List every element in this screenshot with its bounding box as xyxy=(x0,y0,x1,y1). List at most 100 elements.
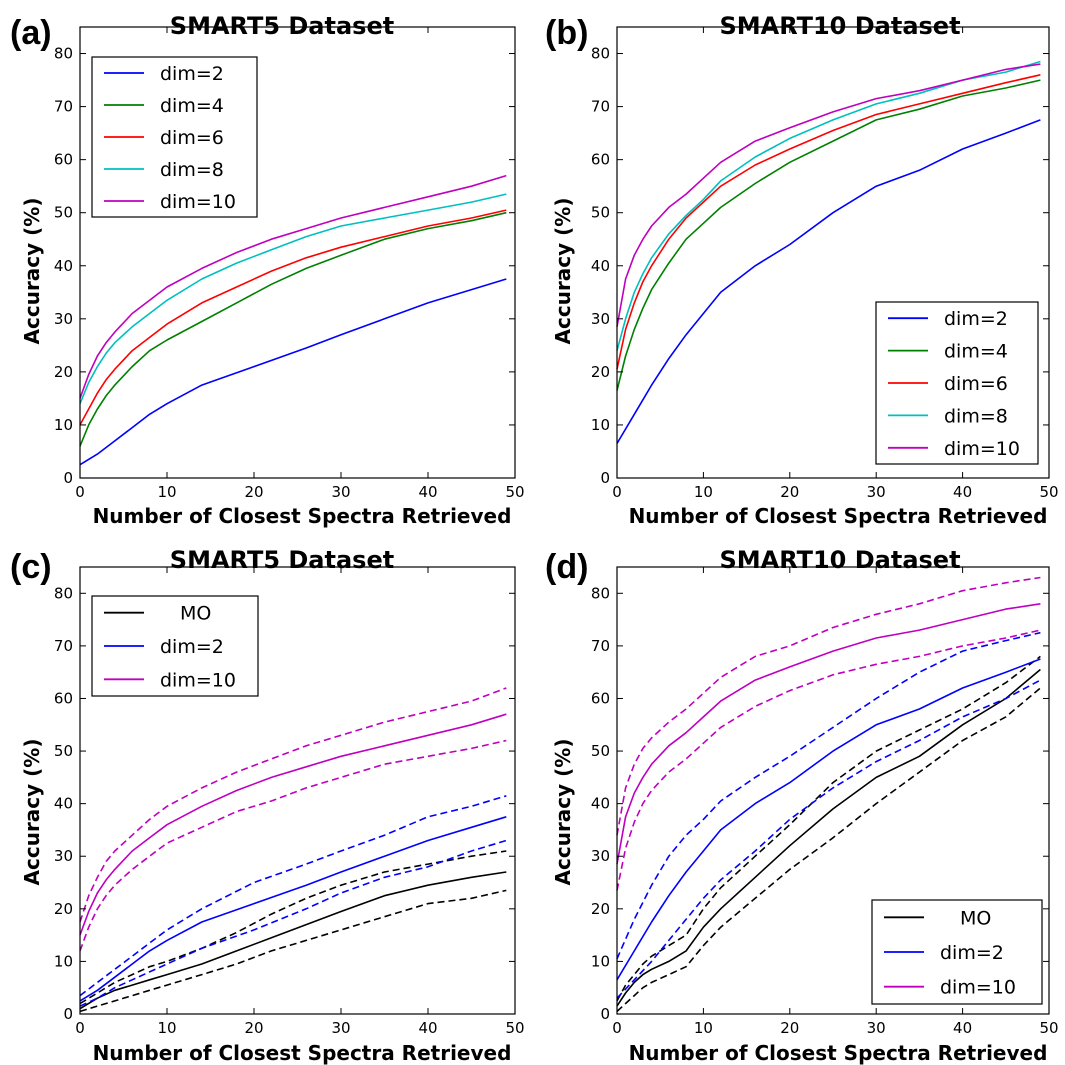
series-line-d-bound-4-dashed-4 xyxy=(616,679,1041,999)
series-line-d-dim-10 xyxy=(616,603,1041,865)
y-tick-label-a-70: 70 xyxy=(54,98,73,116)
panel-letter-b: (b) xyxy=(545,14,588,52)
x-axis-label-d: Number of Closest Spectra Retrieved xyxy=(629,1041,1048,1065)
x-tick-label-a-20: 20 xyxy=(244,483,263,501)
y-axis-label-b: Accuracy (%) xyxy=(551,198,575,345)
y-tick-label-b-40: 40 xyxy=(591,257,610,275)
series-line-d-dim-2 xyxy=(616,658,1041,981)
y-tick-label-b-60: 60 xyxy=(591,151,610,169)
y-tick-label-d-50: 50 xyxy=(591,742,610,760)
series-line-c-bound-4-dashed-4 xyxy=(79,839,507,1007)
x-axis-label-b: Number of Closest Spectra Retrieved xyxy=(629,504,1048,528)
x-tick-label-d-0: 0 xyxy=(612,1019,622,1037)
y-axis-label-c: Accuracy (%) xyxy=(20,739,44,886)
y-tick-label-d-30: 30 xyxy=(591,847,610,865)
x-tick-label-d-10: 10 xyxy=(694,1019,713,1037)
plot-frame-c xyxy=(79,566,516,1015)
y-tick-label-d-70: 70 xyxy=(591,637,610,655)
series-line-d-bound-1-dashed-1 xyxy=(616,687,1041,1012)
plot-frame-b xyxy=(616,26,1050,479)
y-tick-label-d-10: 10 xyxy=(591,952,610,970)
x-tick-label-d-50: 50 xyxy=(1039,1019,1058,1037)
series-line-b-dim-2 xyxy=(616,119,1041,444)
legend-label-a-dim-8: dim=8 xyxy=(160,159,224,181)
series-line-d-bound-5-dashed-5 xyxy=(616,631,1041,960)
series-line-d-bound-2-dashed-2 xyxy=(616,655,1041,1002)
y-tick-label-a-10: 10 xyxy=(54,416,73,434)
legend-b: dim=2 dim=4 dim=6 dim=8 dim=10 xyxy=(875,301,1039,465)
x-tick-label-b-50: 50 xyxy=(1039,483,1058,501)
chart-title-a: SMART5 Dataset xyxy=(170,12,394,40)
panel-b: (b) SMART10 Dataset Number of Closest Sp… xyxy=(545,12,1059,528)
legend-label-a-dim-10: dim=10 xyxy=(160,191,236,213)
y-tick-label-c-80: 80 xyxy=(54,584,73,602)
y-tick-label-a-0: 0 xyxy=(63,469,73,487)
panel-letter-d: (d) xyxy=(545,548,588,586)
y-tick-label-c-50: 50 xyxy=(54,742,73,760)
series-line-a-dim-6 xyxy=(79,209,507,426)
y-tick-label-c-70: 70 xyxy=(54,637,73,655)
y-tick-label-c-0: 0 xyxy=(63,1005,73,1023)
x-tick-label-b-0: 0 xyxy=(612,483,622,501)
legend-label-d-mo: MO xyxy=(960,907,991,929)
y-tick-label-b-50: 50 xyxy=(591,204,610,222)
series-line-c-bound-8-dashed-8 xyxy=(79,687,507,923)
series-line-c-mo xyxy=(79,871,507,1010)
y-tick-label-a-80: 80 xyxy=(54,45,73,63)
y-tick-label-b-20: 20 xyxy=(591,363,610,381)
x-tick-label-a-10: 10 xyxy=(157,483,176,501)
legend-label-b-dim-6: dim=6 xyxy=(944,373,1008,395)
y-tick-label-d-80: 80 xyxy=(591,584,610,602)
x-tick-label-c-30: 30 xyxy=(331,1019,350,1037)
chart-title-d: SMART10 Dataset xyxy=(719,546,960,574)
x-tick-label-b-20: 20 xyxy=(780,483,799,501)
legend-label-c-dim-2: dim=2 xyxy=(160,636,224,658)
x-tick-label-a-50: 50 xyxy=(505,483,524,501)
x-tick-label-d-30: 30 xyxy=(867,1019,886,1037)
y-tick-label-c-60: 60 xyxy=(54,689,73,707)
series-line-c-bound-2-dashed-2 xyxy=(79,850,507,1005)
x-tick-label-d-20: 20 xyxy=(780,1019,799,1037)
x-tick-label-c-0: 0 xyxy=(75,1019,85,1037)
y-tick-label-a-50: 50 xyxy=(54,204,73,222)
y-tick-label-a-20: 20 xyxy=(54,363,73,381)
legend-d: MO dim=2 dim=10 xyxy=(871,899,1043,1005)
series-line-c-bound-5-dashed-5 xyxy=(79,795,507,997)
x-tick-label-a-0: 0 xyxy=(75,483,85,501)
y-tick-label-a-60: 60 xyxy=(54,151,73,169)
plot-frame-d xyxy=(616,566,1050,1015)
x-tick-label-c-10: 10 xyxy=(157,1019,176,1037)
chart-title-c: SMART5 Dataset xyxy=(170,546,394,574)
x-tick-label-b-40: 40 xyxy=(953,483,972,501)
legend-label-c-dim-10: dim=10 xyxy=(160,669,236,691)
panel-c: (c) SMART5 Dataset Number of Closest Spe… xyxy=(10,546,525,1065)
series-line-b-dim-4 xyxy=(616,79,1041,391)
x-tick-label-a-40: 40 xyxy=(418,483,437,501)
y-tick-label-d-60: 60 xyxy=(591,689,610,707)
legend-label-c-mo: MO xyxy=(180,603,211,625)
chart-title-b: SMART10 Dataset xyxy=(719,12,960,40)
y-tick-label-c-40: 40 xyxy=(54,795,73,813)
x-tick-label-c-20: 20 xyxy=(244,1019,263,1037)
series-line-d-bound-7-dashed-7 xyxy=(616,629,1041,891)
x-tick-label-d-40: 40 xyxy=(953,1019,972,1037)
y-axis-label-a: Accuracy (%) xyxy=(20,198,44,345)
series-line-b-dim-6 xyxy=(616,74,1041,370)
series-line-d-mo xyxy=(616,668,1041,1007)
x-axis-label-a: Number of Closest Spectra Retrieved xyxy=(93,504,512,528)
y-tick-label-b-0: 0 xyxy=(600,469,610,487)
plot-frame-a xyxy=(79,26,516,479)
series-line-a-dim-10 xyxy=(79,174,507,399)
y-tick-label-b-10: 10 xyxy=(591,416,610,434)
x-axis-label-c: Number of Closest Spectra Retrieved xyxy=(93,1041,512,1065)
y-tick-label-b-70: 70 xyxy=(591,98,610,116)
legend-label-b-dim-4: dim=4 xyxy=(944,341,1008,363)
y-tick-label-a-40: 40 xyxy=(54,257,73,275)
x-tick-label-a-30: 30 xyxy=(331,483,350,501)
series-line-a-dim-2 xyxy=(79,278,507,466)
y-tick-label-b-30: 30 xyxy=(591,310,610,328)
legend-label-a-dim-6: dim=6 xyxy=(160,127,224,149)
series-line-c-dim-10 xyxy=(79,713,507,936)
y-tick-label-c-30: 30 xyxy=(54,847,73,865)
